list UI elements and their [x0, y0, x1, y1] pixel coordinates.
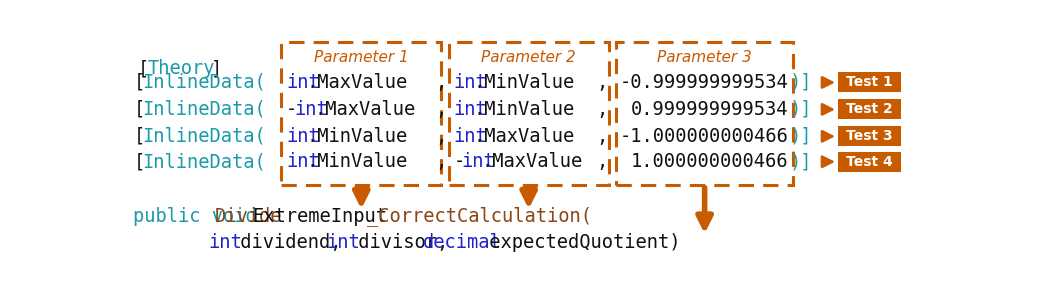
Text: .MaxValue: .MaxValue [306, 73, 407, 92]
FancyBboxPatch shape [838, 126, 901, 146]
Text: Theory: Theory [148, 59, 215, 78]
Text: decimal: decimal [424, 233, 502, 252]
Text: [: [ [133, 100, 145, 119]
Text: divisor,: divisor, [346, 233, 459, 252]
Text: dividend,: dividend, [229, 233, 352, 252]
Text: Test 3: Test 3 [847, 129, 893, 143]
Text: )]: )] [790, 152, 812, 171]
Text: int: int [453, 127, 488, 146]
Text: .MaxValue: .MaxValue [314, 100, 415, 119]
Text: int: int [462, 152, 495, 171]
Text: ,: , [596, 73, 607, 92]
Text: 1.000000000466: 1.000000000466 [630, 152, 789, 171]
Text: InlineData(: InlineData( [142, 127, 265, 146]
Text: int: int [209, 233, 242, 252]
Text: ]: ] [211, 59, 222, 78]
Text: int: int [286, 152, 320, 171]
Text: int: int [326, 233, 360, 252]
Text: [: [ [133, 127, 145, 146]
Text: int: int [294, 100, 327, 119]
Text: 0.999999999534: 0.999999999534 [630, 100, 789, 119]
Text: .MinValue: .MinValue [306, 152, 407, 171]
Text: -1.000000000466: -1.000000000466 [620, 127, 789, 146]
Text: ,: , [435, 100, 446, 119]
FancyBboxPatch shape [838, 72, 901, 92]
Text: public void: public void [133, 207, 269, 226]
Text: int: int [286, 127, 320, 146]
Text: _CorrectCalculation(: _CorrectCalculation( [367, 207, 592, 226]
Text: int: int [453, 73, 488, 92]
FancyBboxPatch shape [838, 99, 901, 119]
Text: ExtremeInput: ExtremeInput [252, 207, 387, 226]
Text: int: int [286, 73, 320, 92]
Text: -: - [453, 152, 465, 171]
FancyBboxPatch shape [838, 152, 901, 172]
Text: int: int [453, 100, 488, 119]
Text: -: - [286, 100, 297, 119]
Text: InlineData(: InlineData( [142, 100, 265, 119]
Text: .MaxValue: .MaxValue [474, 127, 575, 146]
Text: expectedQuotient): expectedQuotient) [477, 233, 680, 252]
Text: .MinValue: .MinValue [474, 73, 575, 92]
Text: Test 1: Test 1 [847, 76, 893, 89]
Text: .MinValue: .MinValue [474, 100, 575, 119]
Text: InlineData(: InlineData( [142, 152, 265, 171]
Text: InlineData(: InlineData( [142, 73, 265, 92]
Text: Parameter 1: Parameter 1 [314, 50, 409, 65]
Text: Test 2: Test 2 [847, 102, 893, 116]
Text: [: [ [137, 59, 149, 78]
Text: Parameter 2: Parameter 2 [481, 50, 576, 65]
Text: Divide: Divide [215, 207, 282, 226]
Text: )]: )] [790, 100, 812, 119]
Text: [: [ [133, 152, 145, 171]
Text: [: [ [133, 73, 145, 92]
Text: ,: , [435, 127, 446, 146]
Text: Parameter 3: Parameter 3 [658, 50, 752, 65]
Text: ,: , [435, 73, 446, 92]
Text: )]: )] [790, 73, 812, 92]
Text: -0.999999999534: -0.999999999534 [620, 73, 789, 92]
Text: ,: , [596, 100, 607, 119]
Text: Test 4: Test 4 [847, 155, 893, 169]
Text: ,: , [435, 152, 446, 171]
Text: .MinValue: .MinValue [306, 127, 407, 146]
Text: ,: , [596, 127, 607, 146]
Text: )]: )] [790, 127, 812, 146]
Text: ,: , [596, 152, 607, 171]
Text: .MaxValue: .MaxValue [481, 152, 582, 171]
